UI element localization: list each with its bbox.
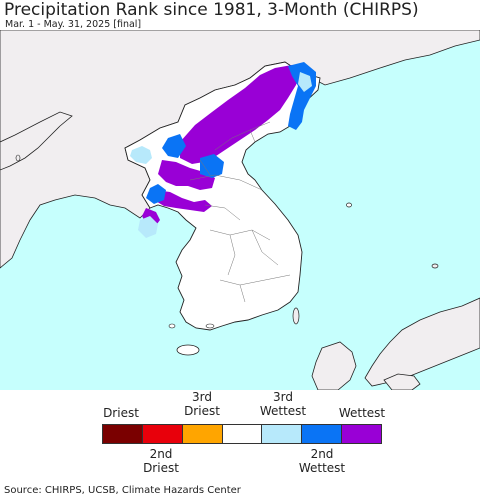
rank-wettest-area-south [154, 190, 212, 212]
land-japan-shikoku [383, 373, 421, 390]
legend-label-third-wettest-text: 3rd Wettest [259, 390, 307, 418]
island-jeju [176, 344, 200, 356]
legend-label-second-driest-text: 2nd Driest [143, 447, 179, 475]
rank-third-wettest-area-sw [138, 216, 158, 238]
rank-wettest-area-west [158, 160, 215, 190]
land-japan-honshu [364, 297, 480, 387]
map-svg [0, 30, 480, 390]
island-small-1 [205, 323, 215, 329]
legend-label-wettest: Wettest [338, 406, 386, 420]
source-note: Source: CHIRPS, UCSB, Climate Hazards Ce… [4, 485, 241, 496]
legend-label-second-driest: 2nd Driest [121, 447, 201, 475]
legend-swatch-normal [222, 425, 263, 443]
legend-color-scale [102, 424, 382, 444]
land-korea [124, 61, 321, 331]
legend-swatch-second-driest [142, 425, 183, 443]
island-tsushima [292, 307, 300, 325]
legend: Driest 3rd Driest 3rd Wettest Wettest 2n… [0, 390, 480, 480]
rank-second-wettest-area-mid [200, 154, 224, 178]
rank-third-wettest-area [130, 146, 152, 164]
legend-label-third-driest-text: 3rd Driest [184, 390, 220, 418]
legend-label-second-wettest-text: 2nd Wettest [298, 447, 346, 475]
legend-label-third-wettest: 3rd Wettest [243, 390, 323, 418]
legend-label-third-driest: 3rd Driest [162, 390, 242, 418]
legend-label-driest: Driest [103, 406, 139, 420]
rank-second-wettest-area-sw [146, 184, 166, 204]
island-oki [431, 263, 439, 269]
island-small-2 [168, 323, 176, 329]
rank-third-wettest-area-ne [298, 72, 312, 92]
legend-swatch-second-wettest [302, 425, 343, 443]
island-small-3 [15, 154, 21, 162]
rank-second-wettest-area-west [162, 134, 186, 158]
legend-swatch-driest [103, 425, 143, 443]
legend-swatch-wettest [342, 425, 382, 443]
page-subtitle: Mar. 1 - May. 31, 2025 [final] [5, 19, 142, 30]
page-title: Precipitation Rank since 1981, 3-Month (… [4, 0, 419, 20]
legend-swatch-third-driest [182, 425, 223, 443]
map-area [0, 30, 480, 390]
land-japan-kyushu [311, 341, 357, 390]
legend-swatch-third-wettest [262, 425, 303, 443]
island-ulleung [346, 202, 352, 208]
province-borders [189, 121, 291, 303]
legend-label-second-wettest: 2nd Wettest [282, 447, 362, 475]
rank-wettest-area [180, 65, 300, 164]
